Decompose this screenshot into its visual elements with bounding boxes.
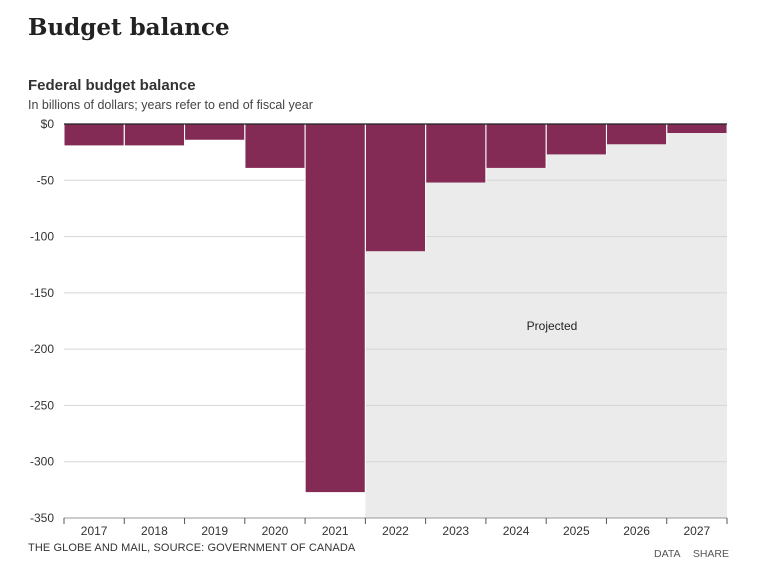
bar-2017 <box>64 124 124 146</box>
share-link[interactable]: SHARE <box>692 548 729 560</box>
x-tick-label: 2025 <box>563 524 590 538</box>
y-tick-label: -100 <box>30 230 54 244</box>
x-tick-label: 2020 <box>262 524 289 538</box>
x-tick-label: 2026 <box>623 524 650 538</box>
page-title: Budget balance <box>28 14 230 41</box>
bar-2025 <box>546 124 606 155</box>
budget-bar-chart: $0 -50 -100 -150 -200 -250 -300 -350 2017 2018 201… <box>30 117 728 538</box>
x-tick-label: 2021 <box>322 524 349 538</box>
x-tick-label: 2017 <box>81 524 108 538</box>
bar-2021 <box>305 124 365 493</box>
bar-2023 <box>426 124 486 183</box>
bar-2024 <box>486 124 546 168</box>
bar-2027 <box>667 124 727 134</box>
x-tick-label: 2024 <box>503 524 530 538</box>
chart-subtitle: In billions of dollars; years refer to e… <box>28 98 313 112</box>
y-tick-label: -350 <box>30 511 54 525</box>
bar-2019 <box>185 124 245 140</box>
y-tick-label: $0 <box>41 117 55 131</box>
y-tick-label: -150 <box>30 286 54 300</box>
bar-2022 <box>365 124 426 252</box>
y-tick-label: -300 <box>30 455 54 469</box>
chart-title: Federal budget balance <box>28 77 196 94</box>
x-tick-label: 2027 <box>684 524 711 538</box>
x-tick-label: 2018 <box>141 524 168 538</box>
bar-2026 <box>606 124 667 145</box>
y-tick-label: -50 <box>37 173 55 187</box>
projected-label: Projected <box>527 319 578 333</box>
x-tick-label: 2023 <box>442 524 469 538</box>
x-tick-label: 2019 <box>201 524 228 538</box>
bar-2020 <box>245 124 305 168</box>
bar-2018 <box>124 124 185 146</box>
data-link[interactable]: DATA <box>654 548 680 560</box>
footer-links: DATA SHARE <box>644 548 729 560</box>
source-credit: THE GLOBE AND MAIL, SOURCE: GOVERNMENT O… <box>28 542 356 554</box>
y-tick-label: -200 <box>30 342 54 356</box>
x-tick-label: 2022 <box>382 524 409 538</box>
y-tick-label: -250 <box>30 398 54 412</box>
